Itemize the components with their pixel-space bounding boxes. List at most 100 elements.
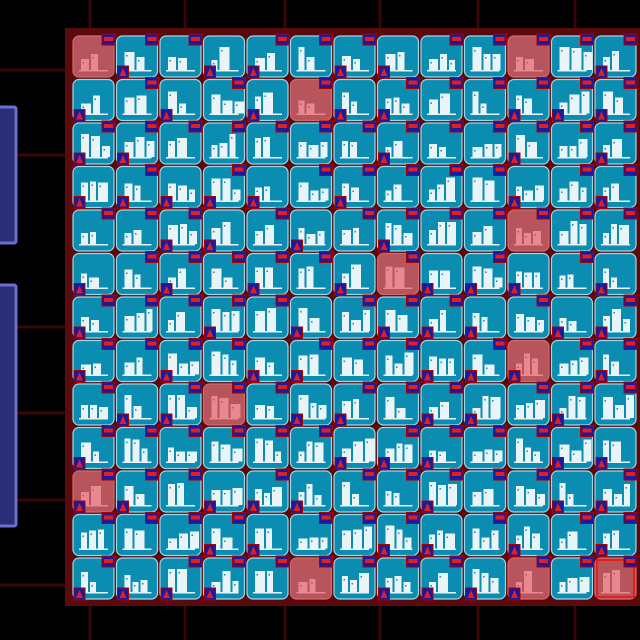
tile[interactable] [246, 425, 290, 470]
tile[interactable] [463, 77, 507, 122]
tile[interactable] [159, 120, 203, 165]
tile[interactable] [463, 383, 507, 427]
tile[interactable] [115, 294, 159, 339]
tile[interactable] [376, 338, 420, 383]
tile[interactable] [594, 120, 638, 166]
tile[interactable] [550, 296, 594, 340]
tile[interactable] [115, 512, 159, 557]
tile[interactable] [550, 512, 594, 557]
tile[interactable] [115, 338, 159, 383]
tile[interactable] [420, 425, 464, 470]
tile[interactable] [376, 207, 420, 253]
side-panel[interactable] [0, 105, 18, 245]
tile[interactable] [159, 294, 203, 339]
tile[interactable] [202, 77, 246, 122]
tile[interactable] [202, 120, 246, 165]
tile[interactable] [507, 33, 551, 78]
tile[interactable] [550, 338, 594, 383]
tile[interactable] [246, 513, 289, 557]
tile[interactable] [333, 426, 376, 470]
tile[interactable] [333, 338, 377, 383]
tile[interactable] [159, 512, 203, 557]
tile[interactable] [333, 294, 377, 339]
tile[interactable] [594, 426, 637, 470]
tile[interactable] [202, 381, 246, 426]
tile[interactable] [463, 33, 507, 78]
tile[interactable] [507, 77, 551, 122]
tile[interactable] [594, 512, 638, 557]
tile[interactable] [594, 164, 638, 209]
tile[interactable] [72, 555, 116, 601]
tile[interactable] [246, 165, 289, 209]
tile[interactable] [246, 33, 290, 79]
tile[interactable] [376, 555, 420, 601]
tile[interactable] [72, 425, 116, 470]
tile[interactable] [115, 207, 159, 252]
tile[interactable] [376, 512, 420, 557]
tile[interactable] [202, 35, 246, 79]
tile[interactable] [420, 555, 464, 601]
tile[interactable] [420, 381, 464, 427]
tile[interactable] [550, 207, 594, 252]
tile[interactable] [202, 338, 246, 383]
tile[interactable] [463, 207, 507, 252]
tile[interactable] [507, 207, 551, 252]
tile[interactable] [550, 164, 594, 209]
tile[interactable] [594, 33, 638, 79]
tile[interactable] [333, 164, 377, 209]
tile[interactable] [289, 383, 333, 427]
tile[interactable] [289, 251, 333, 296]
tile[interactable] [463, 164, 507, 209]
tile[interactable] [159, 338, 203, 383]
tile[interactable] [72, 120, 116, 166]
tile[interactable] [115, 425, 159, 470]
tile[interactable] [202, 555, 246, 601]
tile[interactable] [72, 165, 115, 209]
tile[interactable] [333, 78, 376, 122]
tile[interactable] [246, 207, 290, 252]
tile[interactable] [550, 77, 594, 122]
tile[interactable] [289, 470, 333, 514]
tile[interactable] [202, 251, 246, 296]
tile[interactable] [594, 555, 638, 600]
tile[interactable] [463, 512, 507, 557]
tile[interactable] [550, 251, 594, 296]
tile[interactable] [246, 251, 290, 296]
tile[interactable] [72, 381, 116, 426]
tile[interactable] [159, 468, 203, 513]
tile[interactable] [376, 251, 420, 296]
tile[interactable] [594, 77, 638, 122]
tile[interactable] [115, 557, 159, 601]
tile[interactable] [420, 339, 463, 383]
tile[interactable] [507, 120, 551, 166]
tile[interactable] [202, 425, 246, 470]
tile[interactable] [289, 120, 333, 165]
tile[interactable] [507, 555, 551, 601]
tile[interactable] [376, 294, 420, 340]
tile[interactable] [289, 164, 333, 209]
tile[interactable] [376, 468, 420, 513]
tile[interactable] [246, 339, 289, 383]
tile[interactable] [289, 338, 333, 383]
tile[interactable] [246, 555, 290, 600]
tile[interactable] [420, 77, 464, 122]
tile[interactable] [333, 33, 377, 79]
tile[interactable] [463, 557, 507, 601]
tile[interactable] [550, 33, 594, 78]
tile[interactable] [202, 512, 246, 557]
tile[interactable] [246, 78, 289, 122]
tile[interactable] [463, 120, 507, 165]
tile[interactable] [594, 338, 638, 383]
tile[interactable] [159, 207, 203, 253]
tile[interactable] [550, 470, 594, 514]
tile[interactable] [202, 294, 246, 340]
tile[interactable] [246, 120, 290, 165]
tile[interactable] [420, 164, 464, 209]
tile[interactable] [594, 207, 638, 252]
tile[interactable] [507, 425, 551, 470]
tile[interactable] [463, 425, 507, 470]
tile[interactable] [202, 164, 246, 209]
tile[interactable] [289, 555, 333, 600]
tile[interactable] [463, 251, 507, 296]
tile[interactable] [115, 164, 159, 209]
